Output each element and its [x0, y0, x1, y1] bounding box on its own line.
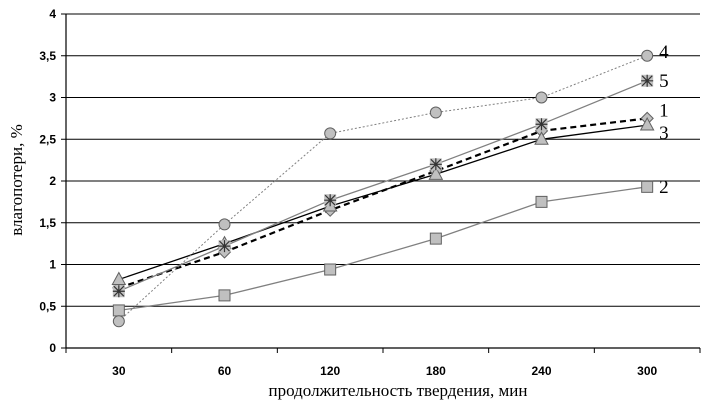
series-5-marker — [218, 240, 231, 253]
series-3-marker — [639, 117, 655, 131]
gridlines — [66, 13, 700, 307]
series-label-2: 2 — [659, 177, 669, 198]
x-tick-label: 240 — [531, 364, 551, 378]
series-label-5: 5 — [659, 71, 669, 92]
series-4-marker — [218, 218, 231, 231]
series-labels: 1 2 3 4 5 — [659, 42, 669, 198]
series-2-marker — [218, 289, 231, 302]
x-tick-label: 300 — [637, 364, 657, 378]
series-5-marker — [535, 118, 548, 131]
x-tick-labels: 30 60 120 180 240 300 — [112, 364, 657, 378]
y-tick-label: 3,5 — [39, 49, 56, 63]
x-tick-label: 30 — [112, 364, 126, 378]
series-2-marker — [641, 180, 654, 193]
series-line-1 — [118, 117, 648, 289]
series-5-marker — [112, 285, 125, 298]
y-tick-label: 2,5 — [39, 132, 56, 146]
y-tick-label: 1 — [49, 258, 56, 272]
series-4-marker — [535, 91, 548, 104]
series-4-marker — [112, 315, 125, 328]
series-4-marker — [429, 106, 442, 119]
y-tick-label: 1,5 — [39, 216, 56, 230]
series-4-marker — [324, 127, 337, 140]
series-label-1: 1 — [659, 100, 669, 121]
series-label-4: 4 — [659, 42, 669, 63]
series-4-marker — [641, 49, 654, 62]
series-line-3 — [118, 124, 648, 281]
series-line-2 — [118, 186, 648, 312]
series-5-marker — [429, 158, 442, 171]
series-3-marker — [428, 166, 444, 180]
x-axis-title: продолжительность твердения, мин — [269, 381, 528, 400]
series-2-marker — [535, 195, 548, 208]
series-2-marker — [429, 232, 442, 245]
series-markers — [111, 49, 655, 328]
y-tick-label: 4 — [49, 7, 56, 21]
series-5-marker — [324, 194, 337, 207]
axes — [61, 13, 701, 353]
series-3-marker — [111, 271, 127, 286]
y-tick-label: 0 — [49, 341, 56, 355]
y-tick-label: 2 — [49, 174, 56, 188]
y-tick-label: 0,5 — [39, 299, 56, 313]
x-tick-label: 60 — [218, 364, 232, 378]
x-tick-label: 180 — [426, 364, 446, 378]
series-2-marker — [324, 263, 337, 276]
y-tick-label: 3 — [49, 91, 56, 105]
x-tick-label: 120 — [320, 364, 340, 378]
series-label-3: 3 — [659, 123, 669, 144]
series-line-4 — [118, 55, 648, 322]
y-tick-labels: 0 0,5 1 1,5 2 2,5 3 3,5 4 — [39, 7, 56, 355]
series-3-marker — [534, 131, 549, 145]
series-line-5 — [118, 80, 648, 292]
y-axis-title: влагопотери, % — [7, 124, 26, 236]
series-lines — [118, 55, 648, 322]
series-5-marker — [641, 74, 654, 87]
series-2-marker — [112, 304, 125, 317]
